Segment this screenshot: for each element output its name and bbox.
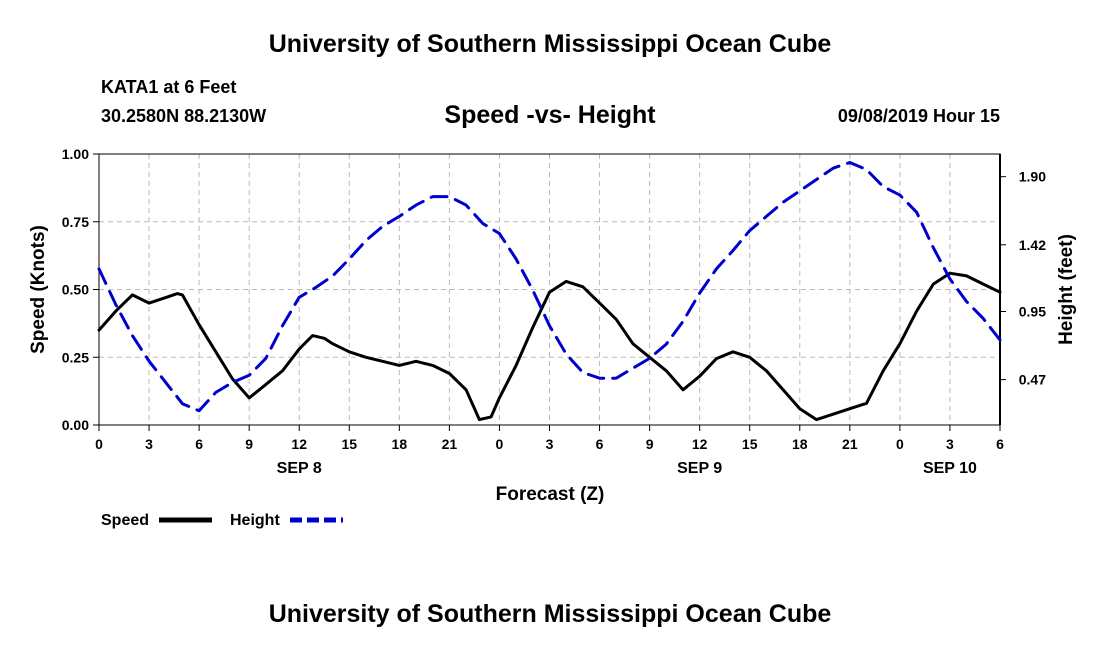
- x-tick-label: 9: [245, 436, 253, 452]
- y-tick-label: 0.25: [62, 349, 89, 365]
- x-tick-label: 3: [546, 436, 554, 452]
- x-tick-label: 21: [442, 436, 458, 452]
- coordinates-label: 30.2580N 88.2130W: [101, 106, 267, 126]
- y2-axis-title: Height (feet): [1056, 234, 1077, 345]
- x-tick-label: 6: [596, 436, 604, 452]
- x-tick-label: 3: [145, 436, 153, 452]
- x-tick-label: 3: [946, 436, 954, 452]
- y-tick-label: 0.75: [62, 214, 89, 230]
- forecast-date: 09/08/2019 Hour 15: [837, 106, 1000, 126]
- x-date-label: SEP 10: [923, 460, 977, 477]
- x-tick-label: 0: [896, 436, 904, 452]
- x-tick-label: 15: [742, 436, 758, 452]
- footer-title: University of Southern Mississippi Ocean…: [268, 600, 832, 628]
- x-tick-label: 18: [392, 436, 408, 452]
- x-tick-label: 6: [996, 436, 1004, 452]
- y2-tick-label: 1.90: [1019, 169, 1046, 185]
- x-date-label: SEP 9: [677, 460, 722, 477]
- series-line-height: [97, 161, 1002, 413]
- x-axis-title: Forecast (Z): [496, 484, 605, 505]
- y2-tick-label: 0.47: [1019, 372, 1046, 388]
- legend-label-speed: Speed: [101, 512, 149, 529]
- x-tick-label: 15: [341, 436, 357, 452]
- x-tick-label: 0: [496, 436, 504, 452]
- x-date-label: SEP 8: [277, 460, 322, 477]
- x-tick-label: 12: [692, 436, 708, 452]
- y2-tick-label: 1.42: [1019, 237, 1046, 253]
- x-tick-label: 0: [95, 436, 103, 452]
- series-line-speed: [97, 271, 1002, 422]
- x-tick-label: 18: [792, 436, 808, 452]
- y-tick-label: 0.50: [62, 282, 89, 298]
- x-tick-label: 6: [195, 436, 203, 452]
- chart-title: Speed -vs- Height: [444, 101, 656, 129]
- x-tick-label: 9: [646, 436, 654, 452]
- header-title: University of Southern Mississippi Ocean…: [268, 30, 832, 58]
- station-label: KATA1 at 6 Feet: [101, 77, 237, 97]
- y-axis-title: Speed (Knots): [28, 225, 49, 354]
- legend-label-height: Height: [230, 512, 280, 529]
- x-tick-label: 21: [842, 436, 858, 452]
- x-tick-label: 12: [291, 436, 307, 452]
- y-tick-label: 0.00: [62, 417, 89, 433]
- y-tick-label: 1.00: [62, 146, 89, 162]
- y2-tick-label: 0.95: [1019, 303, 1046, 319]
